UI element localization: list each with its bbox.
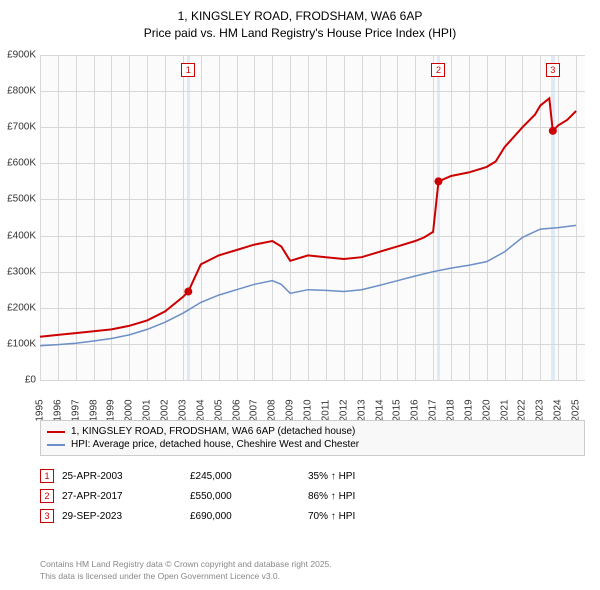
x-axis-label: 2000 bbox=[124, 399, 135, 421]
title-line-2: Price paid vs. HM Land Registry's House … bbox=[0, 25, 600, 42]
footer-attribution: Contains HM Land Registry data © Crown c… bbox=[40, 559, 332, 582]
x-axis-label: 2009 bbox=[285, 399, 296, 421]
y-axis-label: £300K bbox=[0, 266, 36, 277]
x-axis-label: 2024 bbox=[553, 399, 564, 421]
chart-title: 1, KINGSLEY ROAD, FRODSHAM, WA6 6AP Pric… bbox=[0, 0, 600, 42]
event-number: 2 bbox=[40, 489, 54, 503]
gridline-horizontal bbox=[40, 380, 585, 381]
x-axis-label: 2003 bbox=[177, 399, 188, 421]
x-axis-label: 2004 bbox=[195, 399, 206, 421]
event-number-box: 3 bbox=[546, 63, 560, 77]
legend-swatch bbox=[47, 444, 65, 446]
x-axis-label: 2012 bbox=[338, 399, 349, 421]
event-row: 2 27-APR-2017 £550,000 86% ↑ HPI bbox=[40, 486, 585, 506]
event-price: £550,000 bbox=[190, 491, 300, 502]
title-line-1: 1, KINGSLEY ROAD, FRODSHAM, WA6 6AP bbox=[0, 8, 600, 25]
y-axis-label: £500K bbox=[0, 194, 36, 205]
series-property bbox=[40, 98, 576, 336]
x-axis-label: 2025 bbox=[571, 399, 582, 421]
event-row: 3 29-SEP-2023 £690,000 70% ↑ HPI bbox=[40, 506, 585, 526]
legend: 1, KINGSLEY ROAD, FRODSHAM, WA6 6AP (det… bbox=[40, 420, 585, 456]
x-axis-label: 2011 bbox=[320, 400, 331, 422]
footer-line-1: Contains HM Land Registry data © Crown c… bbox=[40, 559, 332, 570]
x-axis-label: 2022 bbox=[517, 399, 528, 421]
x-axis-label: 2015 bbox=[392, 399, 403, 421]
legend-text: 1, KINGSLEY ROAD, FRODSHAM, WA6 6AP (det… bbox=[71, 426, 355, 437]
sale-marker-dot bbox=[434, 177, 442, 185]
x-axis-label: 2018 bbox=[445, 399, 456, 421]
sale-marker-dot bbox=[184, 288, 192, 296]
footer-line-2: This data is licensed under the Open Gov… bbox=[40, 571, 332, 582]
legend-text: HPI: Average price, detached house, Ches… bbox=[71, 439, 359, 450]
x-axis-label: 2016 bbox=[410, 399, 421, 421]
plot-area: £0£100K£200K£300K£400K£500K£600K£700K£80… bbox=[40, 55, 585, 380]
x-axis-label: 1996 bbox=[52, 399, 63, 421]
legend-swatch bbox=[47, 431, 65, 433]
x-axis-label: 1995 bbox=[35, 399, 46, 421]
x-axis-label: 2010 bbox=[303, 399, 314, 421]
legend-row: 1, KINGSLEY ROAD, FRODSHAM, WA6 6AP (det… bbox=[47, 425, 578, 438]
x-axis-label: 2005 bbox=[213, 399, 224, 421]
event-number: 1 bbox=[40, 469, 54, 483]
y-axis-label: £900K bbox=[0, 50, 36, 61]
event-price: £690,000 bbox=[190, 511, 300, 522]
x-axis-label: 2023 bbox=[535, 399, 546, 421]
y-axis-label: £400K bbox=[0, 230, 36, 241]
x-axis-label: 2020 bbox=[481, 399, 492, 421]
sale-marker-dot bbox=[549, 127, 557, 135]
event-price: £245,000 bbox=[190, 471, 300, 482]
x-axis-label: 2002 bbox=[160, 399, 171, 421]
x-axis-label: 1998 bbox=[88, 399, 99, 421]
x-axis-label: 1999 bbox=[106, 399, 117, 421]
x-axis-label: 2019 bbox=[463, 399, 474, 421]
event-date: 27-APR-2017 bbox=[62, 491, 182, 502]
event-hpi-pct: 86% ↑ HPI bbox=[308, 491, 408, 502]
event-hpi-pct: 70% ↑ HPI bbox=[308, 511, 408, 522]
x-axis-label: 2008 bbox=[267, 399, 278, 421]
sale-events-table: 1 25-APR-2003 £245,000 35% ↑ HPI 2 27-APR-201… bbox=[40, 466, 585, 526]
event-hpi-pct: 35% ↑ HPI bbox=[308, 471, 408, 482]
y-axis-label: £700K bbox=[0, 122, 36, 133]
x-axis-label: 2006 bbox=[231, 399, 242, 421]
x-axis-label: 2001 bbox=[142, 399, 153, 421]
event-number: 3 bbox=[40, 509, 54, 523]
x-axis-label: 2017 bbox=[428, 399, 439, 421]
event-number-box: 1 bbox=[181, 63, 195, 77]
event-date: 29-SEP-2023 bbox=[62, 511, 182, 522]
x-axis-label: 2013 bbox=[356, 399, 367, 421]
x-axis-label: 2014 bbox=[374, 399, 385, 421]
y-axis-label: £800K bbox=[0, 86, 36, 97]
y-axis-label: £0 bbox=[0, 375, 36, 386]
x-axis-label: 2007 bbox=[249, 399, 260, 421]
chart-container: 1, KINGSLEY ROAD, FRODSHAM, WA6 6AP Pric… bbox=[0, 0, 600, 590]
chart-lines bbox=[40, 55, 585, 380]
y-axis-label: £600K bbox=[0, 158, 36, 169]
y-axis-label: £200K bbox=[0, 302, 36, 313]
event-row: 1 25-APR-2003 £245,000 35% ↑ HPI bbox=[40, 466, 585, 486]
x-axis-label: 1997 bbox=[70, 399, 81, 421]
event-number-box: 2 bbox=[431, 63, 445, 77]
x-axis-label: 2021 bbox=[499, 399, 510, 421]
legend-row: HPI: Average price, detached house, Ches… bbox=[47, 438, 578, 451]
event-date: 25-APR-2003 bbox=[62, 471, 182, 482]
y-axis-label: £100K bbox=[0, 338, 36, 349]
